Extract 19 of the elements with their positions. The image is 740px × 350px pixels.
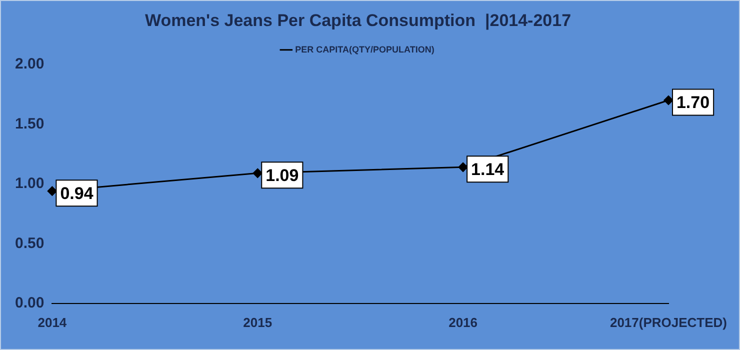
y-tick-label: 0.50 (14, 234, 44, 252)
chart-title: Women's Jeans Per Capita Consumption |2014-2017 (144, 10, 572, 30)
y-tick-label: 0.00 (14, 294, 44, 312)
point (47, 186, 57, 196)
y-tick-label: 2.00 (14, 56, 44, 73)
point (664, 96, 674, 105)
point (252, 168, 262, 178)
point (458, 162, 468, 172)
x-tick-label: 2016 (448, 314, 478, 330)
x-tick-label: 2014 (38, 314, 68, 330)
data-label: 1.09 (266, 166, 299, 185)
y-tick-label: 1.50 (14, 115, 44, 132)
x-tick-label: 2015 (243, 314, 272, 330)
data-label: 1.70 (676, 92, 710, 112)
legend-label: PER CAPITA(QTY/POPULATION) (295, 44, 434, 54)
data-label: 1.14 (471, 160, 505, 179)
data-label: 0.94 (60, 184, 94, 203)
x-tick-label: 2017(PROJECTED) (610, 314, 728, 330)
y-tick-label: 1.00 (14, 175, 44, 192)
